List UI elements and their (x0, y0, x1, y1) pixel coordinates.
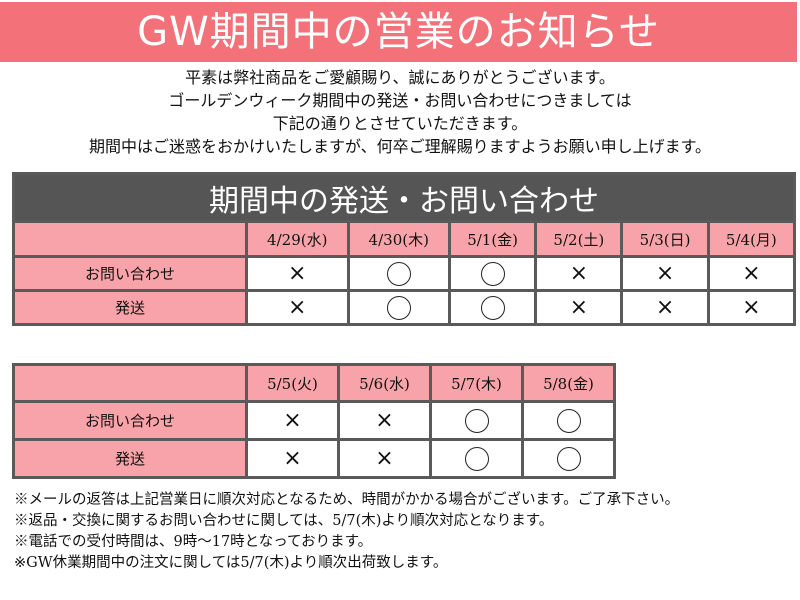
row-label: お問い合わせ (12, 400, 248, 441)
intro-line: 下記の通りとさせていただきます。 (272, 114, 528, 133)
notes: ※メールの返答は上記営業日に順次対応となるため、時間がかかる場合がございます。ご… (14, 490, 679, 574)
row-label: 発送 (12, 289, 248, 326)
circle-icon (464, 409, 489, 433)
status-cell-available: ○ (447, 289, 538, 326)
status-cell-closed: × (534, 255, 624, 292)
status-cell-available: ○ (429, 400, 524, 441)
status-cell-closed: × (245, 400, 340, 441)
circle-icon (464, 447, 489, 471)
status-cell-available: ○ (429, 438, 524, 479)
circle-icon (556, 409, 581, 433)
status-cell-closed: × (245, 438, 340, 479)
intro-line: ゴールデンウィーク期間中の発送・お問い合わせにつきましては (168, 91, 632, 110)
circle-icon (480, 296, 505, 320)
day-header: 5/5(火) (245, 363, 340, 403)
day-header: 5/4(月) (706, 220, 797, 258)
schedule-table-1: 期間中の発送・お問い合わせ 4/29(水) 4/30(木) 5/1(金) 5/2(土)… (12, 172, 797, 326)
intro-line: 期間中はご迷惑をおかけいたしますが、何卒ご理解賜りますようお願い申し上げます。 (88, 137, 712, 156)
status-cell-closed: × (620, 255, 710, 292)
table-row: お問い合わせ×○○××× (12, 255, 797, 292)
status-cell-closed: × (534, 289, 624, 326)
status-cell-available: ○ (447, 255, 538, 292)
circle-icon (386, 262, 411, 286)
table-row: 発送××○○ (12, 438, 616, 479)
note: ※返品・交換に関するお問い合わせに関しては、5/7(木)より順次対応となります。 (14, 513, 554, 529)
note: ※電話での受付時間は、9時～17時となっております。 (14, 534, 373, 550)
table-row: 発送×○○××× (12, 289, 797, 326)
day-header: 4/30(木) (346, 220, 451, 258)
day-header: 4/29(水) (245, 220, 350, 258)
day-header: 5/2(土) (534, 220, 624, 258)
note: ※メールの返答は上記営業日に順次対応となるため、時間がかかる場合がございます。ご… (14, 492, 680, 508)
intro-text: 平素は弊社商品をご愛顧賜り、誠にありがとうございます。 ゴールデンウィーク期間中… (0, 66, 800, 158)
status-cell-closed: × (620, 289, 710, 326)
status-cell-closed: × (337, 400, 432, 441)
status-cell-closed: × (706, 289, 797, 326)
status-cell-available: ○ (346, 289, 451, 326)
status-cell-closed: × (706, 255, 797, 292)
note: ※GW休業期間中の注文に関しては5/7(木)より順次出荷致します。 (14, 555, 448, 571)
day-header: 5/3(日) (620, 220, 710, 258)
row-label: お問い合わせ (12, 255, 248, 292)
circle-icon (480, 262, 505, 286)
status-cell-closed: × (337, 438, 432, 479)
status-cell-closed: × (245, 289, 350, 326)
corner-cell (12, 220, 248, 258)
day-header: 5/7(木) (429, 363, 524, 403)
intro-line: 平素は弊社商品をご愛顧賜り、誠にありがとうございます。 (185, 68, 615, 87)
circle-icon (556, 447, 581, 471)
status-cell-available: ○ (521, 400, 616, 441)
schedule-table-2: 5/5(火)5/6(水)5/7(木)5/8(金)お問い合わせ××○○発送××○○ (12, 363, 616, 479)
page-title-banner: GW期間中の営業のお知らせ (0, 2, 797, 62)
status-cell-available: ○ (521, 438, 616, 479)
status-cell-available: ○ (346, 255, 451, 292)
status-cell-closed: × (245, 255, 350, 292)
table-title: 期間中の発送・お問い合わせ (12, 172, 796, 223)
day-header: 5/8(金) (521, 363, 616, 403)
row-label: 発送 (12, 438, 248, 479)
corner-cell (12, 363, 248, 403)
day-header: 5/6(水) (337, 363, 432, 403)
day-header: 5/1(金) (447, 220, 538, 258)
table-row: お問い合わせ××○○ (12, 400, 616, 441)
circle-icon (386, 296, 411, 320)
